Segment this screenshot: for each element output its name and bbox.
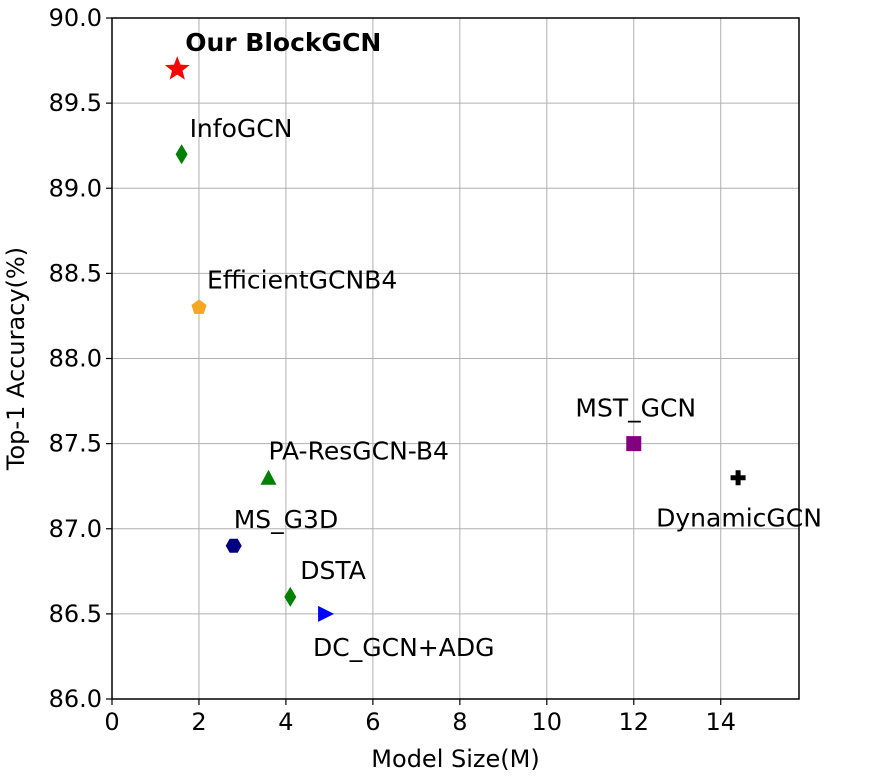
point-labels: Our BlockGCN InfoGCN EfficientGCNB4 PA-ResG… [185,28,822,662]
y-tick-label: 87.0 [49,515,102,543]
x-tick-label: 8 [452,708,467,736]
y-tick-label: 89.5 [49,89,102,117]
label-dc-gcn-adg: DC_GCN+ADG [313,633,494,662]
label-ms-g3d: MS_G3D [234,505,338,534]
y-axis-label: Top-1 Accuracy(%) [2,247,30,471]
x-tick-label: 12 [618,708,649,736]
y-tick-label: 89.0 [49,174,102,202]
label-pa-resgcn-b4: PA-ResGCN-B4 [269,437,449,466]
point-mst-gcn [626,436,642,452]
y-tick-label: 87.5 [49,430,102,458]
data-points [164,56,746,622]
point-ms-g3d [225,538,242,553]
x-tick-label: 14 [705,708,736,736]
point-dc-gcn-adg [318,605,335,622]
label-infogcn: InfoGCN [190,114,293,143]
y-tick-label: 86.5 [49,600,102,628]
x-tick-label: 6 [365,708,380,736]
x-tick-label: 4 [278,708,293,736]
label-our-blockgcn: Our BlockGCN [185,28,381,57]
point-dsta [284,586,297,607]
y-tick-label: 88.5 [49,259,102,287]
y-tick-label: 86.0 [49,685,102,713]
x-tick-label: 10 [532,708,563,736]
point-efficientgcnb4 [191,299,207,314]
point-infogcn [175,144,188,165]
point-our-blockgcn [164,56,190,80]
plot-area-frame [111,17,800,700]
label-efficientgcnb4: EfficientGCNB4 [207,265,397,294]
label-mst-gcn: MST_GCN [575,394,696,423]
point-dynamicgcn [730,470,746,486]
x-tick-label: 2 [191,708,206,736]
tick-labels: 0 2 4 6 8 10 12 14 86.0 86.5 87.0 87.5 88.0 88.5 89.0 8… [49,4,736,736]
x-axis-label: Model Size(M) [371,745,539,773]
label-dynamicgcn: DynamicGCN [656,504,822,533]
y-tick-label: 88.0 [49,345,102,373]
point-pa-resgcn-b4 [260,469,277,485]
x-tick-label: 0 [104,708,119,736]
y-tick-label: 90.0 [49,4,102,32]
label-dsta: DSTA [300,556,366,585]
